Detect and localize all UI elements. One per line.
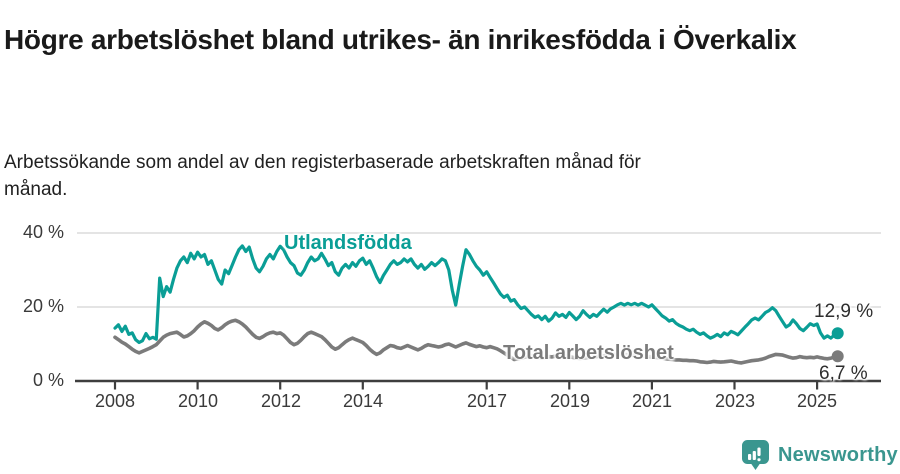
x-tick-2008: 2008 xyxy=(94,391,136,411)
x-tick-2010: 2010 xyxy=(177,391,219,411)
chart-subtitle: Arbetssökande som andel av den registerb… xyxy=(4,152,641,200)
x-tick-2014: 2014 xyxy=(342,391,384,411)
x-axis xyxy=(75,379,881,390)
y-tick-20: 20 % xyxy=(22,296,64,316)
total-unemployment-line xyxy=(113,318,840,365)
bar-chart-speech-bubble-icon xyxy=(742,440,769,470)
x-tick-2023: 2023 xyxy=(714,391,756,411)
end-value-foreign-born: 12,9 % xyxy=(814,301,874,322)
newsworthy-logo[interactable]: Newsworthy xyxy=(741,439,898,471)
newsworthy-wordmark: Newsworthy xyxy=(778,443,898,466)
end-value-total: 6,7 % xyxy=(819,363,868,384)
x-tick-2025: 2025 xyxy=(796,391,838,411)
page-title: Högre arbetslöshet bland utrikes- än inr… xyxy=(4,23,797,55)
x-tick-2019: 2019 xyxy=(549,391,591,411)
y-tick-0: 0 % xyxy=(32,370,64,390)
x-tick-2012: 2012 xyxy=(260,391,302,411)
total-end-dot xyxy=(831,350,844,363)
foreign-born-end-dot xyxy=(831,327,844,340)
gridlines xyxy=(77,232,881,308)
series-lines xyxy=(113,244,844,365)
y-tick-40: 40 % xyxy=(22,222,64,242)
series-label-total: Total arbetslöshet xyxy=(503,342,674,364)
x-tick-2017: 2017 xyxy=(466,391,508,411)
x-tick-2021: 2021 xyxy=(631,391,673,411)
x-axis-ticks xyxy=(113,381,819,390)
foreign-born-line xyxy=(113,244,840,345)
series-label-foreign-born: Utlandsfödda xyxy=(284,232,412,254)
line-chart xyxy=(75,232,881,390)
